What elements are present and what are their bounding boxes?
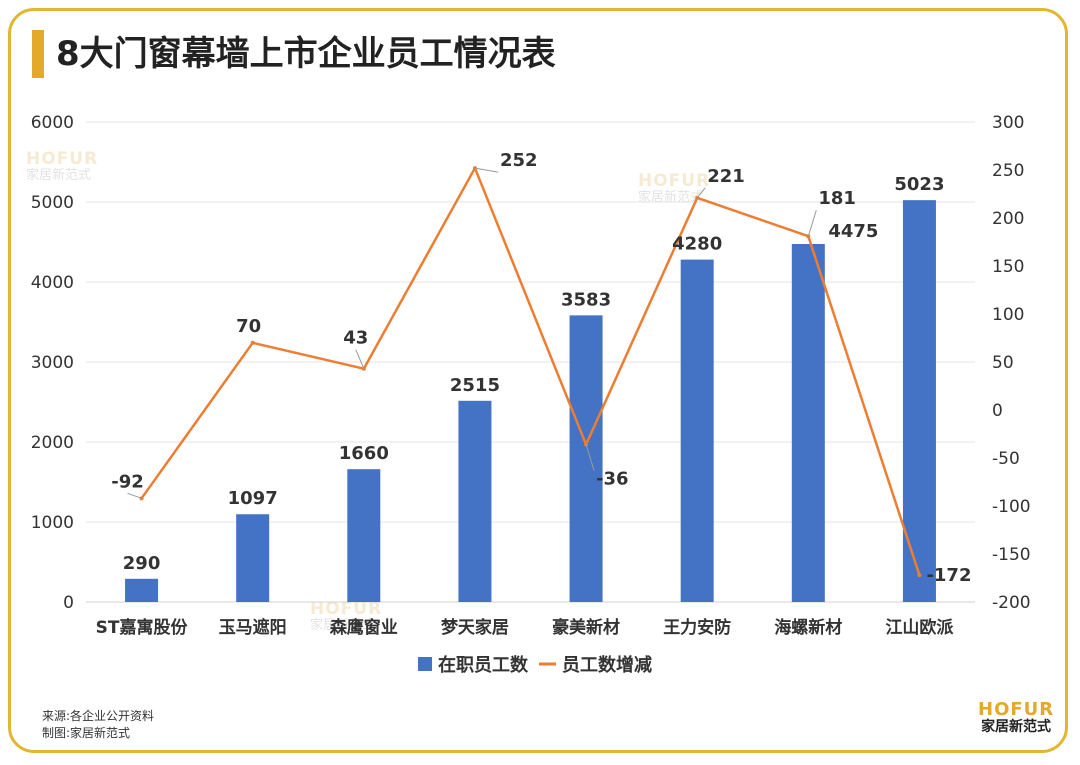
card-frame (8, 8, 1068, 753)
bar (125, 578, 159, 602)
y-right-tick-label: 0 (992, 401, 1003, 421)
line-data-label: -36 (596, 469, 629, 490)
y-left-tick-label: 5000 (31, 193, 74, 213)
watermark: HOFUR 家居新范式 (638, 172, 710, 205)
line-data-label: 221 (707, 166, 745, 187)
bar-data-label: 2515 (450, 375, 500, 396)
chart-title: 8大门窗幕墙上市企业员工情况表 (56, 34, 556, 74)
y-right-tick-label: -150 (992, 545, 1031, 565)
x-tick-label: 豪美新材 (552, 617, 620, 638)
watermark-brand: HOFUR (638, 171, 711, 191)
line-point (250, 340, 255, 345)
y-right-tick-label: 300 (992, 113, 1024, 133)
brand-sub: 家居新范式 (981, 718, 1052, 735)
data-label-leader (474, 167, 499, 173)
watermark-brand: HOFUR (310, 599, 383, 619)
bar-data-label: 4280 (672, 234, 722, 255)
y-right-tick-label: -100 (992, 497, 1031, 517)
x-tick-label: 玉马遮阳 (219, 617, 287, 638)
bar (569, 315, 603, 602)
y-left-tick-label: 0 (63, 593, 74, 613)
source-line: 来源:各企业公开资料 (42, 709, 155, 723)
x-tick-label: 江山欧派 (885, 617, 954, 638)
x-tick-label: ST嘉寓股份 (96, 617, 189, 638)
bar (902, 200, 936, 602)
watermark-sub: 家居新范式 (638, 189, 704, 205)
legend-label: 员工数增减 (562, 654, 652, 676)
y-left-tick-label: 4000 (31, 273, 74, 293)
brand-name: HOFUR (978, 699, 1055, 720)
data-label-leader (585, 444, 595, 471)
y-right-tick-label: -50 (992, 449, 1020, 469)
line-data-label: 43 (343, 328, 368, 349)
line-data-label: -172 (926, 565, 971, 586)
data-label-leader (807, 210, 817, 237)
x-tick-label: 王力安防 (663, 617, 731, 638)
line-data-label: 252 (500, 150, 538, 171)
bar-data-label: 290 (123, 553, 161, 574)
bar (458, 400, 492, 602)
y-left-tick-label: 3000 (31, 353, 74, 373)
brand-logo: HOFUR 家居新范式 (978, 700, 1054, 735)
bar-data-label: 3583 (561, 289, 611, 310)
y-right-tick-label: 200 (992, 209, 1024, 229)
watermark-brand: HOFUR (26, 149, 99, 169)
title-accent-bar (32, 30, 44, 78)
watermark: HOFUR 家居新范式 (310, 600, 382, 633)
line-data-label: -92 (111, 471, 144, 492)
data-label-leader (696, 187, 706, 199)
y-right-tick-label: 50 (992, 353, 1014, 373)
line-data-label: 70 (236, 316, 261, 337)
legend-swatch-bar (418, 657, 432, 671)
data-label-leader (127, 492, 142, 499)
x-tick-label: 梦天家居 (441, 617, 509, 638)
series-line (140, 166, 921, 576)
bar (347, 469, 381, 602)
bar (680, 259, 714, 602)
legend-label: 在职员工数 (438, 654, 529, 676)
watermark-sub: 家居新范式 (26, 167, 92, 183)
bar-data-label: 4475 (828, 221, 878, 242)
credit-line: 制图:家居新范式 (42, 726, 131, 740)
bar-data-label: 1097 (228, 488, 278, 509)
x-tick-label: 海螺新材 (774, 617, 842, 638)
bar-data-label: 1660 (339, 443, 389, 464)
y-left-tick-label: 2000 (31, 433, 74, 453)
line-data-label: 181 (818, 188, 856, 209)
y-left-tick-label: 6000 (31, 113, 74, 133)
y-right-tick-label: 100 (992, 305, 1024, 325)
y-right-tick-label: -200 (992, 593, 1031, 613)
watermark: HOFUR 家居新范式 (26, 150, 98, 183)
y-right-tick-label: 250 (992, 161, 1024, 181)
bar (236, 514, 270, 602)
bar-data-label: 5023 (894, 174, 944, 195)
bar (791, 244, 825, 602)
y-left-tick-label: 1000 (31, 513, 74, 533)
x-tick-label: 森鹰窗业 (330, 617, 398, 638)
watermark-sub: 家居新范式 (310, 617, 376, 633)
source-note: 来源:各企业公开资料 制图:家居新范式 (42, 708, 154, 742)
line-point (917, 573, 922, 578)
data-label-leader (355, 349, 365, 369)
y-right-tick-label: 150 (992, 257, 1024, 277)
